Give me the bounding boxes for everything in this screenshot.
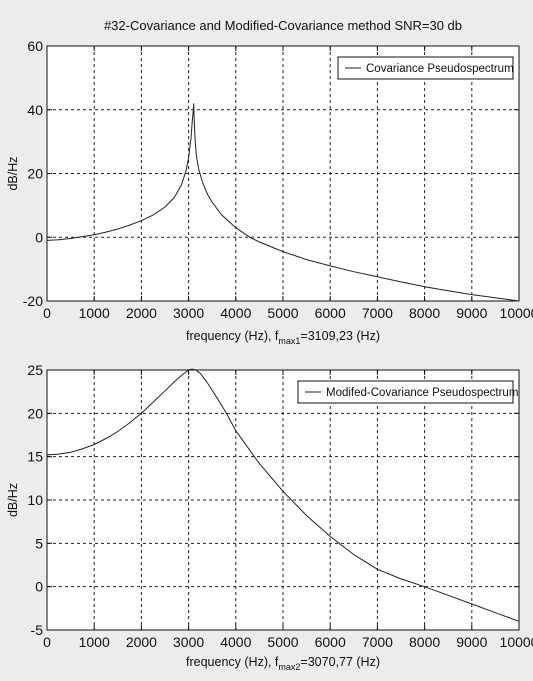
x-tick-label: 10000 (500, 634, 533, 650)
x-axis-label-subscript: max1 (278, 336, 300, 346)
y-tick-label: -20 (23, 293, 43, 309)
x-tick-label: 9000 (456, 305, 487, 321)
x-axis-label: frequency (Hz), fmax1=3109,23 (Hz) (186, 329, 380, 346)
x-tick-label: 10000 (500, 305, 533, 321)
x-tick-label: 9000 (456, 634, 487, 650)
x-tick-label: 3000 (173, 634, 204, 650)
y-tick-label: 0 (35, 579, 43, 595)
x-tick-label: 7000 (362, 305, 393, 321)
x-axis-label-value: =3070,77 (Hz) (300, 655, 380, 669)
series-line (46, 103, 520, 302)
x-axis-label: frequency (Hz), fmax2=3070,77 (Hz) (186, 655, 380, 672)
x-tick-label: 0 (43, 634, 51, 650)
y-tick-label: 25 (27, 362, 43, 378)
x-tick-label: 2000 (126, 634, 157, 650)
x-tick-label: 1000 (79, 634, 110, 650)
legend-label: Modifed-Covariance Pseudospectrum (326, 387, 518, 399)
x-tick-label: 1000 (79, 305, 110, 321)
legend-box (337, 56, 514, 80)
x-tick-label: 3000 (173, 305, 204, 321)
y-tick-label: 5 (35, 535, 43, 551)
x-axis-label-subscript: max2 (278, 662, 300, 672)
x-tick-label: 7000 (362, 634, 393, 650)
x-tick-label: 2000 (126, 305, 157, 321)
y-tick-label: 20 (27, 166, 43, 182)
x-tick-label: 4000 (220, 305, 251, 321)
x-axis-label-value: =3109,23 (Hz) (300, 329, 380, 343)
y-tick-label: 40 (27, 102, 43, 118)
x-tick-label: 5000 (267, 634, 298, 650)
x-axis-label-prefix: frequency (Hz), f (186, 329, 279, 343)
legend-label: Covariance Pseudospectrum (366, 63, 514, 75)
x-axis-label-prefix: frequency (Hz), f (186, 655, 279, 669)
x-tick-label: 8000 (409, 634, 440, 650)
chart-covariance: 0 1000 2000 3000 4000 5000 6000 7000 8000 9000 100… (6, 18, 533, 346)
x-tick-label: 0 (43, 305, 51, 321)
series-line (46, 368, 520, 622)
x-tick-label: 4000 (220, 634, 251, 650)
x-tick-label: 5000 (267, 305, 298, 321)
x-tick-label: 6000 (315, 305, 346, 321)
chart-modified-covariance: 0 1000 2000 3000 4000 5000 6000 7000 8000 9000 100… (6, 362, 533, 672)
y-axis-label: dB/Hz (6, 483, 20, 517)
y-tick-label: 10 (27, 492, 43, 508)
x-tick-label: 6000 (315, 634, 346, 650)
y-tick-label: -5 (31, 622, 44, 638)
legend-box (297, 380, 514, 404)
y-axis-label: dB/Hz (6, 156, 20, 190)
x-tick-label: 8000 (409, 305, 440, 321)
y-tick-label: 20 (27, 405, 43, 421)
chart-title: #32-Covariance and Modified-Covariance m… (104, 18, 462, 33)
y-tick-label: 0 (35, 229, 43, 245)
y-tick-label: 15 (27, 449, 43, 465)
y-tick-label: 60 (27, 38, 43, 54)
